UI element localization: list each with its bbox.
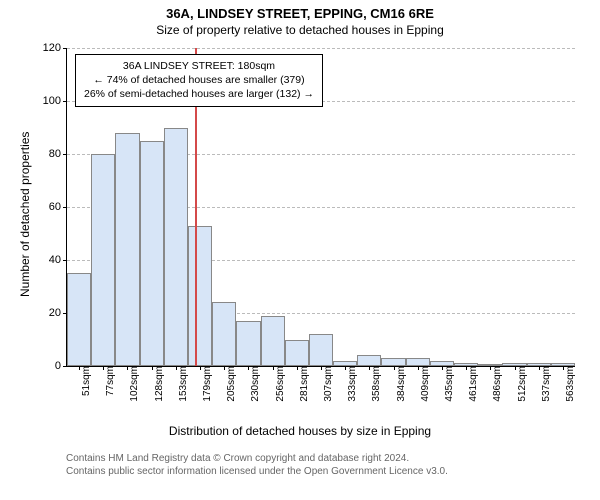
bar — [236, 321, 260, 366]
annotation-box: 36A LINDSEY STREET: 180sqm ← 74% of deta… — [75, 54, 323, 107]
xtick-mark — [563, 366, 564, 370]
xtick-mark — [442, 366, 443, 370]
xtick-label: 205sqm — [226, 366, 237, 402]
xtick-mark — [515, 366, 516, 370]
bar — [67, 273, 91, 366]
annotation-line2: ← 74% of detached houses are smaller (37… — [84, 73, 314, 87]
xtick-label: 384sqm — [396, 366, 407, 402]
xtick-mark — [394, 366, 395, 370]
xtick-label: 179sqm — [202, 366, 213, 402]
xtick-label: 333sqm — [347, 366, 358, 402]
xtick-mark — [79, 366, 80, 370]
xtick-label: 307sqm — [323, 366, 334, 402]
xtick-label: 281sqm — [299, 366, 310, 402]
xtick-label: 128sqm — [154, 366, 165, 402]
plot-area: 36A LINDSEY STREET: 180sqm ← 74% of deta… — [66, 48, 575, 367]
ytick-label: 0 — [55, 360, 67, 372]
bar — [406, 358, 430, 366]
xtick-mark — [176, 366, 177, 370]
xtick-mark — [273, 366, 274, 370]
bar — [261, 316, 285, 366]
bar — [309, 334, 333, 366]
bar — [357, 355, 381, 366]
xtick-label: 537sqm — [541, 366, 552, 402]
ytick-label: 20 — [49, 307, 67, 319]
bar — [140, 141, 164, 366]
bar — [188, 226, 212, 366]
xtick-label: 409sqm — [420, 366, 431, 402]
xtick-mark — [418, 366, 419, 370]
x-axis-label: Distribution of detached houses by size … — [0, 424, 600, 438]
xtick-label: 512sqm — [517, 366, 528, 402]
bar — [91, 154, 115, 366]
xtick-mark — [297, 366, 298, 370]
xtick-label: 51sqm — [81, 366, 92, 396]
xtick-label: 102sqm — [129, 366, 140, 402]
ytick-label: 60 — [49, 201, 67, 213]
credit-line2: Contains public sector information licen… — [66, 465, 448, 478]
credits: Contains HM Land Registry data © Crown c… — [66, 452, 448, 478]
annotation-line1: 36A LINDSEY STREET: 180sqm — [84, 59, 314, 73]
xtick-label: 486sqm — [492, 366, 503, 402]
chart-subtitle: Size of property relative to detached ho… — [0, 21, 600, 37]
ytick-label: 80 — [49, 148, 67, 160]
credit-line1: Contains HM Land Registry data © Crown c… — [66, 452, 448, 465]
xtick-label: 230sqm — [250, 366, 261, 402]
xtick-label: 153sqm — [178, 366, 189, 402]
ytick-label: 120 — [43, 42, 67, 54]
ytick-label: 40 — [49, 254, 67, 266]
bar — [212, 302, 236, 366]
bar — [381, 358, 405, 366]
xtick-label: 256sqm — [275, 366, 286, 402]
bar — [285, 340, 309, 367]
xtick-mark — [539, 366, 540, 370]
annotation-line3: 26% of semi-detached houses are larger (… — [84, 87, 314, 101]
bar — [115, 133, 139, 366]
y-axis-label: Number of detached properties — [18, 132, 32, 297]
chart-title: 36A, LINDSEY STREET, EPPING, CM16 6RE — [0, 0, 600, 21]
xtick-mark — [152, 366, 153, 370]
xtick-label: 77sqm — [105, 366, 116, 396]
xtick-mark — [321, 366, 322, 370]
bar — [164, 128, 188, 367]
xtick-mark — [466, 366, 467, 370]
xtick-mark — [200, 366, 201, 370]
xtick-label: 358sqm — [371, 366, 382, 402]
xtick-label: 435sqm — [444, 366, 455, 402]
xtick-label: 461sqm — [468, 366, 479, 402]
xtick-label: 563sqm — [565, 366, 576, 402]
ytick-label: 100 — [43, 95, 67, 107]
